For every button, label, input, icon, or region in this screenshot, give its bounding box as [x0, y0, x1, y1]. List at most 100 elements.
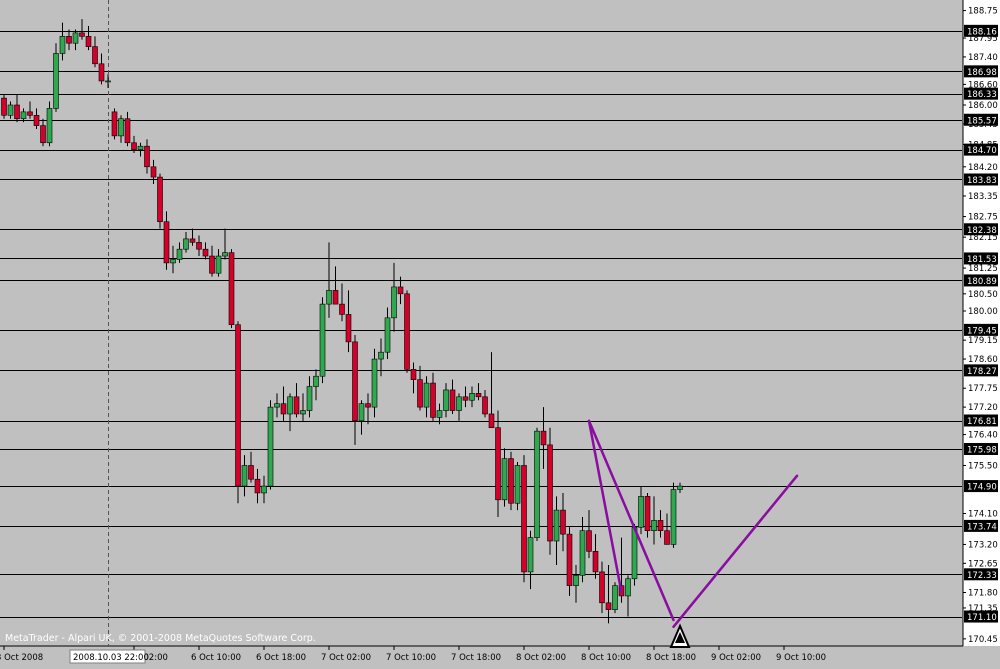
candle-body — [261, 485, 267, 494]
candle-body — [33, 114, 40, 126]
level-label-box — [964, 414, 998, 427]
candle-60 — [391, 262, 397, 332]
candle-27 — [176, 242, 183, 263]
candle-58 — [378, 338, 384, 377]
candle-0 — [1, 94, 7, 119]
level-label-box — [964, 173, 998, 186]
level-label-15: 172.33 — [964, 568, 998, 581]
candle-40 — [261, 475, 267, 504]
candle-77 — [501, 448, 508, 507]
candle-8 — [53, 43, 59, 112]
y-tick-label: 175.50 — [968, 461, 998, 471]
price-axis-panel — [963, 0, 1000, 646]
candle-body — [105, 80, 111, 83]
candle-30 — [196, 235, 202, 257]
y-tick-label: 172.65 — [968, 559, 998, 569]
candle-body — [228, 252, 235, 326]
x-tick-label: 7 Oct 10:00 — [386, 653, 436, 663]
y-tick-label: 171.80 — [968, 589, 998, 599]
candle-body — [170, 259, 176, 264]
candle-body — [599, 571, 605, 604]
candle-body — [371, 358, 378, 408]
candle-body — [365, 403, 371, 408]
candle-71 — [462, 386, 469, 408]
candle-body — [176, 248, 183, 260]
candle-body — [358, 403, 365, 422]
candle-68 — [443, 383, 449, 418]
candle-body — [417, 379, 423, 408]
candles — [1, 19, 683, 624]
x-tick-label: 7 Oct 18:00 — [451, 653, 501, 663]
candle-body — [189, 238, 196, 243]
level-label-text: 181.53 — [967, 255, 997, 265]
candle-81 — [527, 530, 534, 590]
candle-15 — [98, 53, 105, 85]
level-label-11: 176.81 — [964, 414, 998, 427]
y-tick-label: 178.60 — [968, 355, 998, 365]
candle-14 — [92, 36, 98, 68]
candle-78 — [508, 451, 514, 511]
candle-22 — [144, 139, 150, 174]
candle-body — [612, 585, 618, 610]
candle-66 — [430, 372, 436, 421]
candle-3 — [20, 108, 27, 123]
candle-50 — [326, 242, 332, 318]
level-label-box — [964, 113, 998, 126]
candle-41 — [267, 400, 274, 490]
candle-body — [540, 430, 547, 446]
candle-49 — [319, 297, 326, 384]
candle-85 — [553, 496, 560, 566]
candle-72 — [469, 386, 475, 408]
trendlines[interactable] — [587, 419, 799, 629]
arrow-inner — [675, 631, 685, 643]
candle-body — [345, 314, 352, 343]
candle-24 — [157, 173, 163, 229]
trendline-0 — [587, 419, 675, 622]
y-tick-label: 170.45 — [968, 635, 998, 645]
candle-64 — [417, 365, 423, 411]
candle-body — [573, 575, 579, 586]
candle-23 — [150, 159, 157, 184]
candle-2 — [14, 94, 20, 123]
candle-91 — [592, 534, 599, 579]
candle-body — [163, 221, 170, 264]
y-tick-label: 176.40 — [968, 431, 998, 441]
candle-80 — [521, 455, 527, 583]
candle-99 — [644, 492, 651, 538]
candle-26 — [170, 245, 176, 274]
y-tick-label: 180.00 — [968, 307, 998, 317]
level-label-text: 183.83 — [967, 176, 997, 186]
candle-102 — [664, 513, 670, 545]
candle-body — [137, 145, 144, 150]
level-label-text: 188.16 — [967, 27, 997, 37]
y-tick-label: 182.15 — [968, 233, 998, 243]
candle-36 — [235, 321, 241, 504]
arrow-marker — [669, 623, 691, 648]
x-tick-label: 9 Oct 02:00 — [711, 653, 761, 663]
candle-body — [566, 533, 573, 586]
level-label-text: 172.33 — [967, 571, 997, 581]
x-tick-label: Oct 02:00 — [126, 653, 168, 663]
candle-92 — [599, 561, 605, 614]
candle-51 — [332, 266, 339, 305]
level-label-box — [964, 24, 998, 37]
candle-96 — [625, 575, 631, 617]
level-label-4: 184.70 — [964, 143, 998, 156]
candle-body — [384, 317, 391, 353]
level-label-7: 181.53 — [964, 252, 998, 265]
candle-body — [59, 36, 66, 54]
candle-body — [293, 396, 300, 415]
candle-body — [605, 602, 612, 610]
level-label-text: 186.98 — [967, 68, 997, 78]
candle-32 — [209, 245, 215, 277]
candle-body — [215, 255, 222, 274]
candle-29 — [189, 228, 196, 246]
level-label-text: 182.38 — [967, 226, 997, 236]
candle-11 — [72, 29, 79, 51]
level-label-box — [964, 480, 998, 493]
candle-body — [560, 509, 566, 535]
y-tick-label: 186.60 — [968, 80, 998, 90]
candle-75 — [488, 352, 495, 429]
